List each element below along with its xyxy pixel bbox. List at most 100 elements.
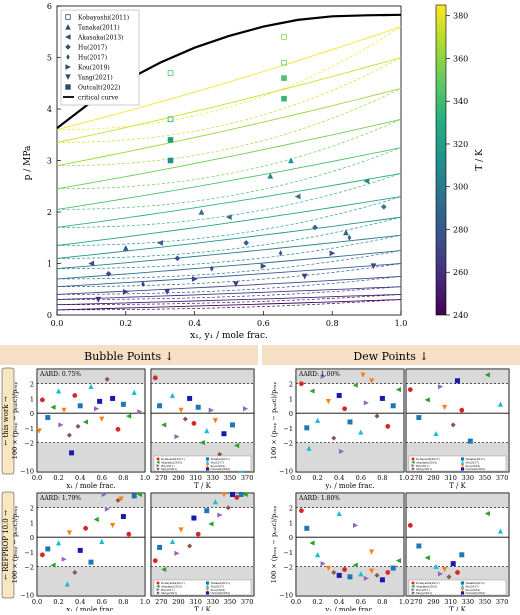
x-tick-label: 310 bbox=[189, 598, 201, 606]
y-tick-label: −1 bbox=[283, 425, 293, 433]
residual-x-label: y₁ / mole frac. bbox=[324, 482, 374, 490]
colorbar-gradient bbox=[435, 4, 447, 316]
dew-isotherm bbox=[56, 57, 402, 143]
residual-point bbox=[358, 429, 364, 435]
legend-marker bbox=[65, 74, 71, 80]
panel-legend-label: Yang(2021) bbox=[415, 467, 432, 471]
panel-legend-label: Hu(2017) bbox=[161, 588, 175, 592]
residual-point bbox=[338, 448, 345, 454]
panel-legend-label: Kobayashi(2011) bbox=[416, 457, 440, 461]
data-point bbox=[288, 157, 294, 164]
data-point bbox=[95, 296, 102, 303]
panel-legend-marker bbox=[205, 464, 210, 468]
legend-marker bbox=[66, 54, 70, 60]
x-tick-label: 330 bbox=[462, 598, 474, 606]
panel-legend-marker bbox=[411, 460, 415, 464]
x-tick-label: 290 bbox=[172, 598, 184, 606]
y-tick-label: −10 bbox=[20, 592, 34, 600]
x-tick-label: 290 bbox=[427, 598, 439, 606]
panel-legend-label: Outcalt(2022) bbox=[466, 591, 486, 595]
residual-point bbox=[416, 415, 422, 421]
x-tick-label: 1.0 bbox=[395, 319, 408, 328]
panel-legend-marker bbox=[156, 591, 160, 595]
residual-panel: 270 290 310 330 350 370 Kobayashi(2011) Tanaka(… bbox=[150, 368, 255, 490]
residual-point bbox=[88, 383, 94, 390]
row-label-this-work: ← this work → bbox=[2, 396, 10, 445]
data-point bbox=[174, 255, 181, 262]
x-tick-label: 0.2 bbox=[312, 474, 322, 482]
residual-point bbox=[187, 395, 193, 401]
x-tick-label: 0.0 bbox=[32, 598, 42, 606]
dew-isotherm bbox=[57, 294, 402, 306]
colorbar: 240 260 280 300 320 340 360 380 T / K bbox=[435, 4, 485, 320]
data-point bbox=[347, 234, 352, 241]
x-tick-label: 0.6 bbox=[356, 474, 366, 482]
residual-point bbox=[61, 556, 67, 562]
data-point bbox=[343, 229, 349, 236]
residual-point bbox=[369, 378, 375, 384]
x-tick-label: 0.0 bbox=[32, 474, 42, 482]
upper-band bbox=[406, 493, 509, 508]
panel-legend-label: Yang(2021) bbox=[415, 591, 432, 595]
x-tick-label: 270 bbox=[155, 474, 167, 482]
residual-point bbox=[169, 538, 176, 544]
residual-point bbox=[336, 510, 342, 517]
panel-border bbox=[150, 368, 255, 473]
residual-point bbox=[72, 569, 78, 575]
panel-legend-marker bbox=[205, 467, 210, 471]
y-tick-label: 1 bbox=[30, 519, 34, 527]
y-tick-label: 0 bbox=[47, 311, 52, 320]
panel-legend-label: Outcalt(2022) bbox=[211, 467, 231, 471]
y-tick-label: 0 bbox=[289, 534, 293, 542]
phase-diagram: 0 1 2 3 4 5 6 0.0 0.2 0.4 0.6 0.8 1.0 p / MPa x₁, y… bbox=[23, 2, 485, 341]
panel-legend-label: Hu(2017) bbox=[416, 464, 430, 468]
residual-point bbox=[342, 406, 347, 412]
residual-point bbox=[82, 419, 88, 425]
panel-legend-label: Hu(2017) bbox=[161, 464, 175, 468]
legend-label: Akasaka(2013) bbox=[77, 35, 123, 42]
panel-border bbox=[36, 492, 146, 597]
data-point bbox=[243, 240, 250, 246]
residual-point bbox=[212, 499, 218, 505]
residual-x-label: y₁ / mole frac. bbox=[324, 606, 374, 611]
dew-isotherm bbox=[56, 263, 402, 288]
bubble-isotherm bbox=[56, 263, 402, 288]
residual-point bbox=[195, 531, 201, 537]
residual-point bbox=[243, 406, 249, 412]
panel-legend-label: Hu(2017) bbox=[466, 461, 480, 465]
residual-point bbox=[118, 496, 124, 502]
residual-y-label: 100 × (pₑₓₚ − pₚₐₗc)/pₑₓₚ bbox=[11, 505, 19, 583]
residual-point bbox=[217, 512, 223, 518]
lower-band bbox=[37, 566, 145, 596]
residual-point bbox=[161, 422, 167, 428]
y-tick-label: 6 bbox=[47, 2, 52, 11]
residual-x-label: T / K bbox=[194, 482, 211, 490]
data-point bbox=[267, 172, 274, 179]
panel-legend-marker bbox=[205, 591, 210, 595]
residual-point bbox=[126, 531, 132, 537]
x-tick-label: 0.4 bbox=[188, 319, 201, 328]
residual-point bbox=[208, 407, 214, 413]
data-point bbox=[312, 224, 318, 231]
residual-point bbox=[115, 497, 121, 503]
data-point bbox=[167, 157, 174, 164]
dew-points-header: Dew Points ↓ bbox=[353, 350, 428, 363]
residual-point bbox=[385, 423, 391, 429]
dew-isotherm bbox=[57, 276, 402, 295]
x-tick-label: 0.2 bbox=[119, 319, 132, 328]
panel-legend-label: Tanaka(2011) bbox=[211, 581, 230, 585]
panel-legend-box bbox=[408, 455, 507, 472]
panel-legend-marker bbox=[411, 467, 415, 471]
residual-point bbox=[369, 568, 375, 574]
y-tick-label: 0 bbox=[30, 410, 34, 418]
residual-point bbox=[221, 431, 227, 437]
data-point bbox=[225, 214, 232, 221]
colorbar-ticks: 240 260 280 300 320 340 360 380 bbox=[446, 12, 468, 320]
y-tick-label: −10 bbox=[279, 592, 293, 600]
residual-point bbox=[459, 552, 465, 558]
residual-point bbox=[304, 425, 310, 431]
x-tick-label: 0.8 bbox=[118, 598, 128, 606]
residual-point bbox=[152, 558, 158, 564]
residual-point bbox=[161, 566, 167, 573]
residual-point bbox=[497, 401, 504, 407]
